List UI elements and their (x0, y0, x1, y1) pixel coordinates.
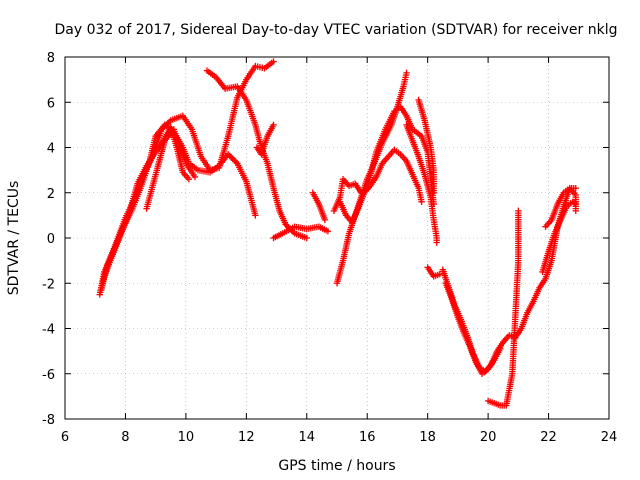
y-tick-label: 0 (47, 232, 55, 247)
x-tick-label: 8 (121, 430, 129, 445)
series-track-19 (539, 198, 579, 276)
series-track-12 (415, 96, 437, 196)
x-tick-label: 16 (359, 430, 376, 445)
series-track-3 (99, 123, 193, 285)
data-point (231, 157, 238, 164)
series-track-10 (333, 69, 410, 287)
data-point (572, 200, 579, 208)
y-tick-label: -8 (42, 413, 55, 428)
series-track-18 (542, 185, 579, 230)
data-point (571, 199, 578, 207)
data-points (96, 58, 579, 409)
x-tick-label: 14 (299, 430, 316, 445)
data-point (572, 185, 579, 192)
series-track-16 (442, 280, 504, 377)
x-tick-label: 6 (61, 430, 69, 445)
y-tick-label: -2 (42, 277, 55, 292)
plot-frame (64, 56, 610, 420)
data-point (252, 212, 259, 219)
x-tick-label: 22 (540, 430, 557, 445)
series-track-5 (203, 67, 310, 242)
series-track-6 (253, 121, 277, 158)
chart-title: Day 032 of 2017, Sidereal Day-to-day VTE… (55, 22, 618, 38)
data-point (229, 155, 236, 163)
series-track-7 (270, 223, 332, 242)
data-point (321, 216, 329, 224)
data-point (270, 121, 277, 129)
x-axis-label: GPS time / hours (278, 458, 395, 474)
series-track-15 (439, 185, 579, 375)
x-tick-label: 20 (480, 430, 497, 445)
data-point (418, 198, 425, 205)
x-tick-label: 24 (601, 430, 618, 445)
data-point (191, 173, 199, 181)
y-tick-label: 8 (47, 51, 55, 66)
series-track-17 (484, 207, 522, 409)
series-track-14 (424, 264, 443, 280)
data-point (515, 207, 522, 215)
grid (65, 57, 609, 419)
data-point (228, 154, 235, 161)
y-tick-label: 6 (47, 96, 55, 111)
data-point (270, 58, 277, 65)
x-tick-label: 12 (238, 430, 255, 445)
data-point (497, 345, 504, 353)
y-tick-label: -4 (42, 323, 55, 338)
x-tick-label: 18 (419, 430, 436, 445)
data-point (324, 228, 332, 235)
data-point (433, 239, 440, 246)
data-point (303, 234, 310, 242)
y-tick-label: -6 (42, 368, 55, 383)
data-point (572, 207, 579, 215)
x-tick-label: 10 (178, 430, 195, 445)
y-tick-label: 4 (47, 142, 55, 157)
series-track-11 (336, 146, 425, 226)
series-track-4 (143, 126, 199, 212)
series-track-13 (403, 121, 440, 246)
data-point (403, 69, 410, 77)
y-axis-label: SDTVAR / TECUs (6, 181, 22, 296)
y-tick-label: 2 (47, 187, 55, 202)
data-point (185, 175, 193, 183)
series-track-8 (309, 189, 329, 224)
